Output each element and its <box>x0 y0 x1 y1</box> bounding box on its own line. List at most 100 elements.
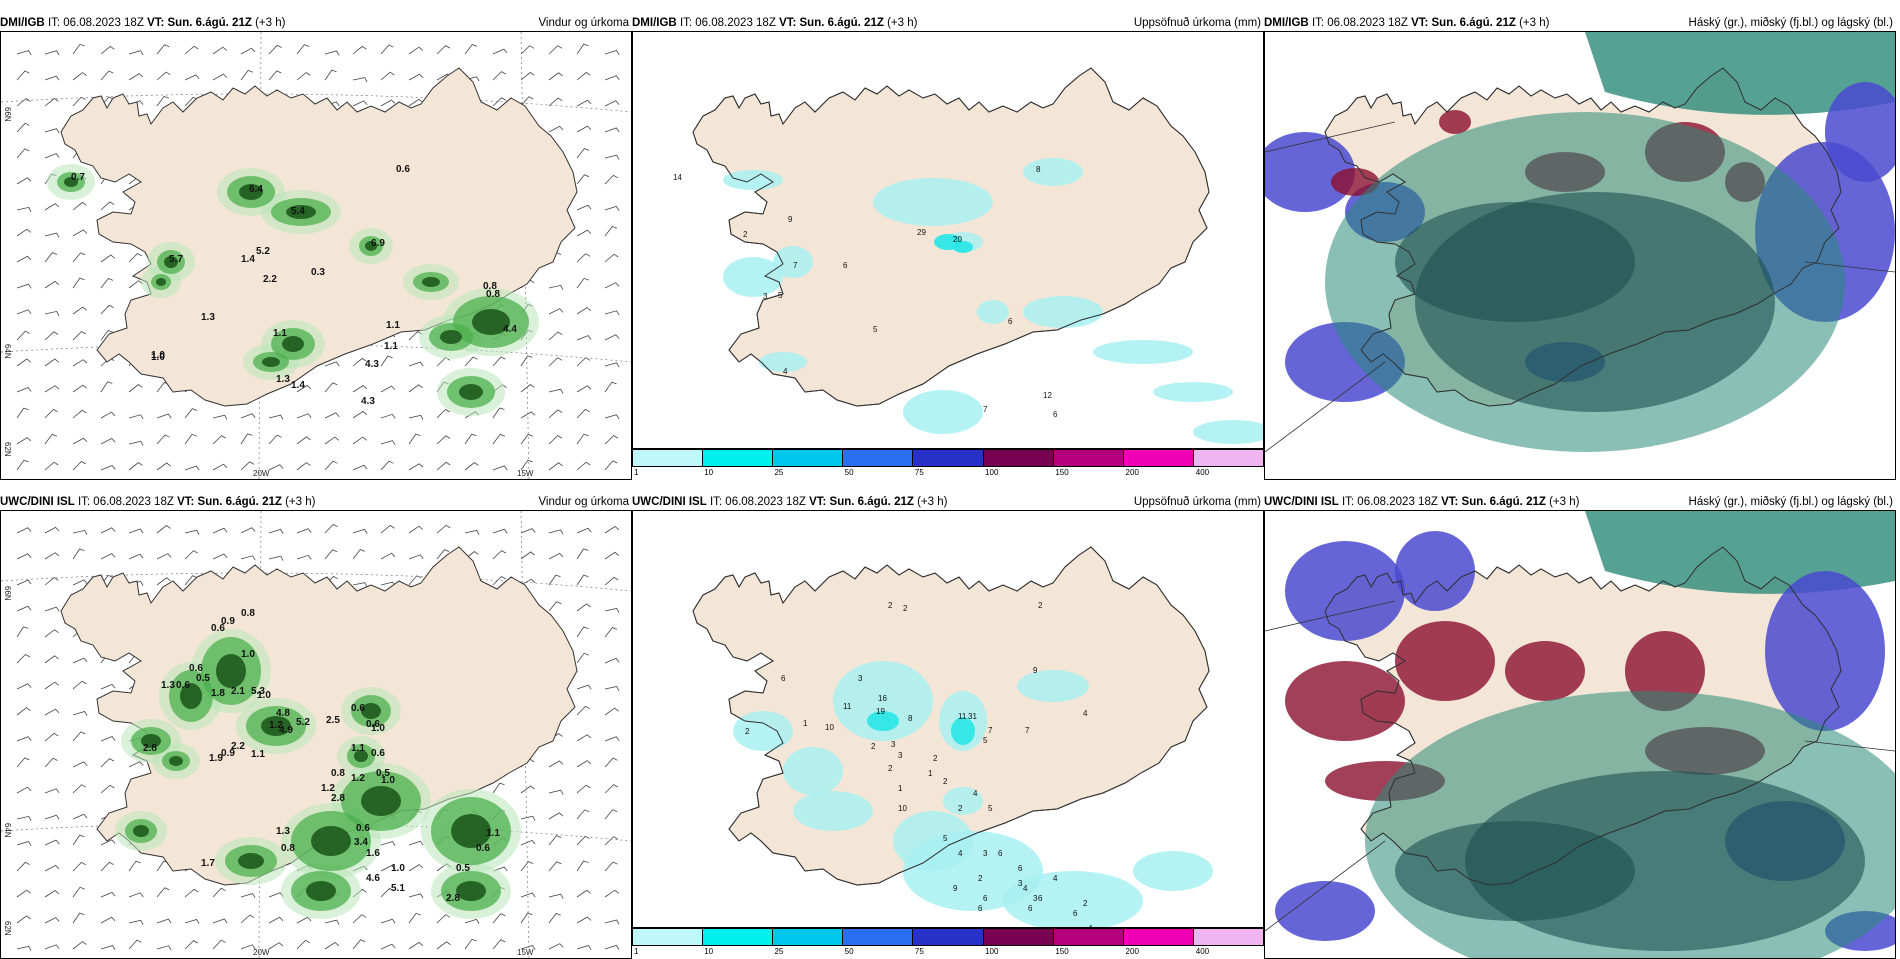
wind-barb <box>520 528 536 534</box>
colorbar-tick-label: 50 <box>844 947 854 956</box>
wind-barb <box>464 356 478 367</box>
wind-barb <box>548 97 563 107</box>
wind-barb <box>520 785 535 794</box>
wind-barb <box>548 835 562 846</box>
wind-barb <box>604 657 620 664</box>
wind-barb <box>100 784 115 794</box>
colorbar-segment <box>1123 450 1194 466</box>
accum-value-label: 5 <box>873 325 878 334</box>
wind-barb <box>576 626 589 638</box>
wind-barb <box>100 683 116 690</box>
accum-light-area <box>1153 382 1233 402</box>
accum-value-label: 2 <box>888 764 893 773</box>
region-line <box>1265 600 1396 632</box>
accum-value-label: 6 <box>1053 410 1058 419</box>
wind-barb <box>296 554 312 560</box>
accum-value-label: 9 <box>1033 666 1038 675</box>
wind-barb <box>268 414 284 420</box>
accum-value-label: 9 <box>788 215 793 224</box>
wind-barb <box>548 861 562 872</box>
precip-value-label: 2.8 <box>446 893 460 904</box>
wind-barb <box>128 919 144 925</box>
colorbar-tick-label: 400 <box>1195 947 1210 956</box>
precip-value-label: 1.6 <box>366 848 380 859</box>
precip-value-label: 1.1 <box>351 743 365 754</box>
wind-barb <box>44 280 60 289</box>
wind-barb <box>44 552 60 560</box>
colorbar-tick-label: 200 <box>1125 468 1139 477</box>
accum-moderate-area <box>867 711 899 731</box>
precip-value-label: 0.8 <box>281 843 295 854</box>
wind-barb <box>128 383 143 393</box>
model-name: DMI/IGB <box>0 17 45 29</box>
wind-barb <box>72 384 87 393</box>
wind-barb <box>576 760 592 768</box>
wind-barb <box>548 125 564 133</box>
colorbar-tick-label: 25 <box>774 468 784 477</box>
panel-header: UWC/DINI ISL IT: 06.08.2023 18Z VT: Sun.… <box>0 496 629 508</box>
precip-heavy-area <box>141 734 161 748</box>
wind-barb <box>16 330 30 341</box>
cloud-panel-dmi: DMI/IGB IT: 06.08.2023 18Z VT: Sun. 6.ág… <box>1264 15 1896 480</box>
colorbar-tick-label: 100 <box>985 947 999 956</box>
wind-barb <box>520 912 533 924</box>
wind-barb <box>72 579 88 586</box>
accum-light-area <box>1023 296 1103 328</box>
wind-barb <box>72 437 88 445</box>
precip-heavy-area <box>216 654 246 688</box>
wind-barb <box>128 860 141 872</box>
wind-barb <box>604 253 619 263</box>
accum-value-label: 2 <box>745 727 750 736</box>
accum-value-label: 19 <box>876 707 885 716</box>
wind-barb <box>128 440 144 446</box>
wind-barb <box>380 99 396 107</box>
wind-barb <box>576 574 589 586</box>
panel-title: Uppsöfnuð úrkoma (mm) <box>1133 17 1261 29</box>
precip-heavy-area <box>64 177 78 187</box>
precip-value-label: 5.2 <box>256 246 270 257</box>
wind-barb <box>240 433 253 445</box>
wind-barb <box>492 407 505 419</box>
wind-barb <box>44 655 59 664</box>
wind-barb <box>464 938 477 950</box>
wind-barb <box>72 731 86 742</box>
precip-value-label: 1.4 <box>291 380 305 391</box>
wind-barb <box>604 627 618 638</box>
wind-barb <box>576 527 592 534</box>
accum-value-label: 3 <box>898 751 903 760</box>
wind-barb <box>212 553 228 560</box>
wind-barb <box>492 528 508 534</box>
colorbar-segment <box>983 450 1054 466</box>
wind-barb <box>44 606 60 612</box>
colorbar-tick-label: 25 <box>774 947 784 956</box>
wind-barb <box>240 527 256 534</box>
wind-barb <box>16 861 30 872</box>
precip-value-label: 0.5 <box>456 863 470 874</box>
wind-barb <box>576 684 592 690</box>
wind-barb <box>408 575 422 586</box>
colorbar <box>632 928 1264 946</box>
wind-barb <box>44 917 60 924</box>
precip-value-label: 1.2 <box>269 720 283 731</box>
wind-barb <box>352 384 368 393</box>
wind-barb <box>408 73 424 81</box>
wind-barb <box>324 412 340 419</box>
wind-barb <box>492 575 507 586</box>
wind-barb <box>44 864 60 872</box>
wind-barb <box>184 888 199 898</box>
panel-title: Vindur og úrkoma <box>538 496 629 508</box>
accum-value-label: 6 <box>781 674 786 683</box>
wind-barb <box>156 945 172 951</box>
lon-label: 20W <box>253 948 270 957</box>
wind-barb <box>100 381 113 393</box>
region-line <box>1265 361 1386 453</box>
precip-heavy-area <box>261 716 291 736</box>
colorbar-segment <box>1053 929 1124 945</box>
colorbar-tick-label: 1 <box>634 468 639 477</box>
wind-barb <box>268 528 284 534</box>
wind-barb <box>72 201 87 211</box>
accum-value-label: 1 <box>898 784 903 793</box>
wind-barb <box>72 306 87 315</box>
wind-barb <box>380 413 396 419</box>
wind-barb <box>128 461 143 471</box>
